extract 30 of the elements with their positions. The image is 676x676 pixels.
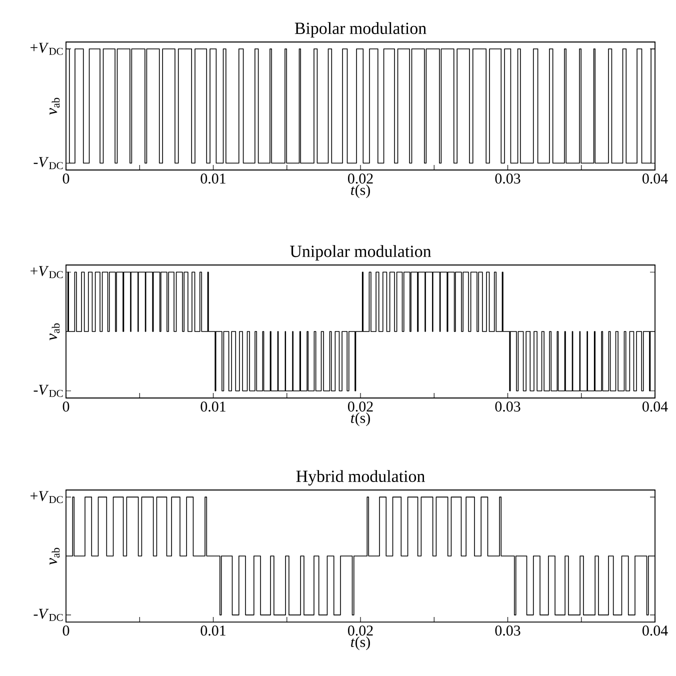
text: -V$_{DC}$ — [34, 608, 63, 621]
x-tick-label: 0.03 — [495, 174, 520, 184]
x-axis-title: t(s) — [351, 636, 370, 650]
x-tick-label: 0 — [62, 626, 70, 636]
text: +V$_{DC}$ — [30, 491, 63, 504]
x-axis-title: t(s) — [351, 412, 370, 426]
x-tick-label: 0.02 — [348, 174, 373, 184]
x-tick-label: 0.03 — [495, 402, 520, 412]
x-tick-label: 0.04 — [642, 626, 668, 636]
x-tick-label: 0.02 — [348, 626, 373, 636]
x-axis-title: t(s) — [351, 184, 370, 198]
text: +V$_{DC}$ — [30, 266, 63, 278]
x-tick-label: 0.01 — [200, 174, 226, 184]
text: +V$_{DC}$ — [30, 42, 63, 55]
x-tick-label: 0.01 — [200, 402, 226, 412]
x-tick-label: 0 — [62, 174, 70, 184]
y-axis-title: v$_{ab}$ — [50, 548, 60, 565]
chart-title: Hybrid modulation — [296, 470, 425, 486]
x-tick-label: 0.01 — [200, 626, 226, 636]
x-tick-label: 0 — [62, 402, 70, 412]
x-tick-label: 0.02 — [348, 402, 373, 412]
x-tick-label: 0.03 — [495, 626, 520, 636]
x-tick-label: 0.04 — [642, 402, 668, 412]
x-tick-label: 0.04 — [642, 174, 668, 184]
text: -V$_{DC}$ — [34, 384, 63, 397]
y-axis-title: v$_{ab}$ — [50, 323, 60, 340]
text: -V$_{DC}$ — [34, 157, 63, 170]
chart-title: Bipolar modulation — [294, 22, 426, 38]
chart-title: Unipolar modulation — [290, 245, 432, 261]
y-axis-title: v$_{ab}$ — [50, 98, 60, 115]
